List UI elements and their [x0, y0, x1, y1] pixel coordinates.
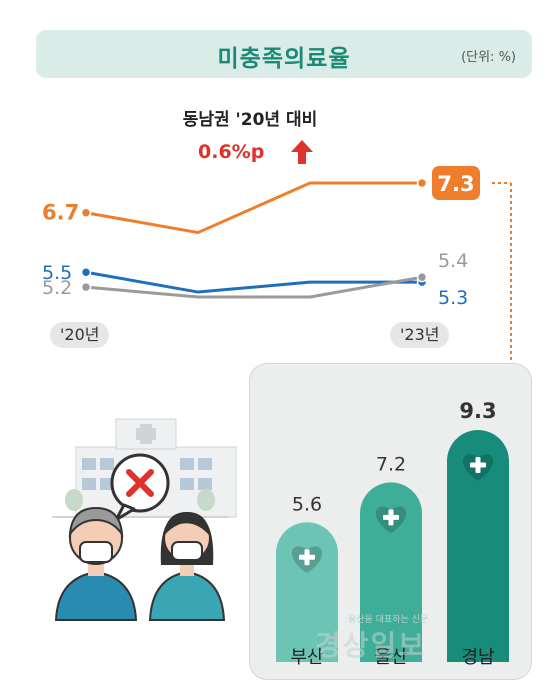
- heart-plus-icon: [291, 546, 323, 574]
- line-chart: 6.7 7.3 5.5 5.3 5.2 5.4: [42, 166, 512, 360]
- speech-bubble-x-icon: [110, 453, 170, 522]
- series-start-label-busan: 5.5: [42, 262, 72, 284]
- series-line-gyeongnam: [85, 181, 422, 235]
- x-tick-end: '23년: [390, 322, 450, 348]
- bar-category-label: 울산: [374, 647, 407, 668]
- bar-value-label: 5.6: [292, 493, 322, 515]
- unit-label: (단위: %): [461, 50, 516, 65]
- bar-0: [276, 522, 338, 662]
- heart-plus-icon: [462, 454, 494, 481]
- bar-category-label: 경남: [461, 647, 494, 668]
- hospital-illustration: [52, 418, 237, 621]
- series-line-ulsan: [85, 275, 423, 299]
- comparison-label: 동남권 '20년 대비: [182, 110, 318, 130]
- bar-value-label: 9.3: [459, 399, 496, 423]
- series-point-ulsan: [416, 271, 428, 283]
- end-value-box: [432, 166, 480, 200]
- series-point-busan: [80, 266, 92, 278]
- series-point-ulsan: [80, 281, 92, 293]
- up-arrow-icon: [291, 140, 313, 164]
- x-tick-start: '20년: [50, 322, 110, 348]
- series-point-gyeongnam: [80, 207, 92, 218]
- title-bar: 미충족의료율 (단위: %): [36, 30, 532, 78]
- heart-plus-icon: [375, 506, 407, 534]
- bar-value-label: 7.2: [376, 453, 406, 475]
- series-end-label-ulsan: 5.4: [438, 250, 468, 272]
- series-start-label-gyeongnam: 6.7: [42, 201, 79, 225]
- bar-2: [447, 430, 509, 662]
- elderly-man-icon: [54, 506, 138, 621]
- series-end-label-gyeongnam: 7.3: [437, 172, 474, 196]
- series-point-gyeongnam: [416, 177, 428, 189]
- series-end-label-busan: 5.3: [438, 287, 468, 309]
- bar-category-label: 부산: [290, 647, 323, 668]
- watermark-logo: 경상일보: [315, 629, 427, 662]
- series-line-busan: [85, 270, 422, 294]
- comparison-value: 0.6%p: [198, 141, 265, 163]
- woman-icon: [148, 512, 226, 621]
- watermark-tagline: 울산을 대표하는 신문: [348, 615, 429, 625]
- chart-title: 미충족의료율: [217, 46, 351, 72]
- bar-1: [360, 482, 422, 662]
- series-start-label-ulsan: 5.2: [42, 277, 72, 299]
